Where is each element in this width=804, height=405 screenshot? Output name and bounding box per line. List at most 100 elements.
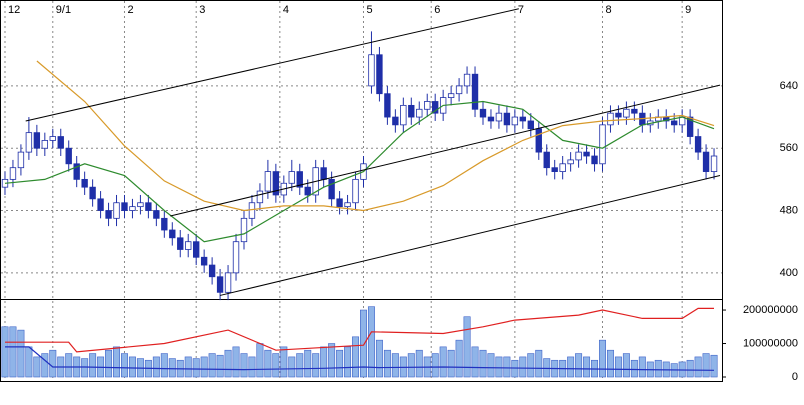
candle-body bbox=[49, 136, 56, 141]
volume-bar bbox=[702, 353, 710, 378]
volume-bar bbox=[495, 356, 503, 378]
volume-bar bbox=[248, 356, 256, 378]
volume-bar bbox=[344, 346, 352, 378]
volume-bar bbox=[272, 353, 280, 378]
plot-frame bbox=[0, 0, 723, 382]
candle-body bbox=[9, 167, 17, 180]
candle-body bbox=[392, 116, 399, 126]
candle-body bbox=[208, 264, 216, 278]
candle-body bbox=[694, 136, 702, 153]
candle-body bbox=[495, 112, 503, 122]
volume-bar bbox=[17, 329, 25, 378]
candle-body bbox=[25, 132, 33, 153]
volume-bar bbox=[208, 353, 216, 378]
volume-bar bbox=[710, 354, 718, 378]
candle-body bbox=[702, 151, 710, 172]
candle-body bbox=[169, 229, 176, 239]
candle-body bbox=[376, 54, 383, 95]
volume-bar bbox=[367, 306, 375, 378]
volume-bar bbox=[168, 358, 176, 378]
volume-bar bbox=[638, 356, 646, 378]
volume-bar bbox=[606, 349, 614, 378]
volume-bar bbox=[256, 343, 264, 378]
volume-bar bbox=[81, 358, 89, 378]
volume-bar bbox=[503, 356, 511, 378]
candle-body bbox=[113, 202, 120, 219]
candle-body bbox=[177, 237, 184, 250]
volume-bar bbox=[415, 349, 423, 378]
candle-body bbox=[192, 241, 200, 258]
volume-bar bbox=[89, 353, 97, 378]
candle-body bbox=[567, 159, 574, 165]
volume-bar bbox=[391, 353, 399, 378]
candle-body bbox=[607, 112, 614, 126]
candle-body bbox=[455, 85, 463, 95]
candle-body bbox=[447, 93, 455, 98]
candle-body bbox=[65, 147, 72, 165]
volume-bar bbox=[152, 356, 160, 378]
candle-body bbox=[710, 155, 718, 172]
volume-bar bbox=[113, 346, 121, 378]
candle-body bbox=[583, 151, 590, 157]
y-tick-label: 480 bbox=[780, 204, 798, 216]
candle-body bbox=[599, 124, 606, 165]
candle-body bbox=[288, 171, 295, 184]
candle-body bbox=[296, 171, 303, 188]
volume-bar bbox=[447, 349, 455, 378]
candle-body bbox=[185, 241, 192, 250]
candle-body bbox=[623, 108, 630, 118]
volume-bar bbox=[360, 309, 367, 378]
candle-body bbox=[432, 101, 439, 114]
candle-body bbox=[471, 73, 479, 110]
volume-bar bbox=[9, 326, 17, 378]
volume-bar bbox=[232, 346, 240, 378]
candle-body bbox=[575, 151, 582, 161]
candle-body bbox=[686, 116, 694, 137]
volume-bar bbox=[224, 349, 232, 378]
volume-bar bbox=[352, 336, 360, 378]
x-tick-label: 2 bbox=[127, 4, 133, 16]
x-tick-label: 9/1 bbox=[56, 4, 71, 16]
candle-body bbox=[73, 163, 80, 180]
candle-body bbox=[416, 108, 423, 118]
volume-bar bbox=[527, 353, 535, 378]
candle-body bbox=[97, 198, 104, 211]
volume-bar bbox=[479, 349, 487, 378]
volume-bar bbox=[128, 356, 136, 378]
volume-bar bbox=[622, 353, 630, 378]
volume-bar bbox=[120, 353, 128, 378]
candle-body bbox=[41, 140, 49, 149]
x-tick-label: 12 bbox=[8, 4, 20, 16]
volume-bar bbox=[49, 349, 57, 378]
volume-bar bbox=[192, 358, 200, 378]
candle-body bbox=[320, 167, 327, 180]
candle-body bbox=[487, 116, 495, 122]
candle-body bbox=[424, 101, 431, 110]
x-tick-label: 9 bbox=[685, 4, 691, 16]
candle-body bbox=[519, 116, 527, 122]
candle-body bbox=[328, 178, 335, 200]
volume-bar bbox=[1, 326, 9, 378]
candle-body bbox=[256, 190, 264, 204]
volume-bar bbox=[336, 349, 344, 378]
candle-body bbox=[81, 178, 88, 188]
volume-bar bbox=[312, 353, 320, 378]
candle-body bbox=[121, 202, 128, 211]
candle-body bbox=[615, 112, 622, 118]
volume-bar bbox=[25, 346, 33, 378]
volume-bar bbox=[65, 353, 73, 378]
y-tick-label: 200000000 bbox=[743, 304, 798, 316]
candle-body bbox=[503, 112, 511, 126]
x-tick-label: 3 bbox=[199, 4, 205, 16]
candle-body bbox=[57, 136, 64, 149]
candle-body bbox=[463, 73, 471, 87]
candle-body bbox=[105, 210, 112, 219]
candle-body bbox=[145, 202, 152, 211]
trend-line bbox=[219, 174, 721, 296]
volume-bar bbox=[375, 339, 383, 378]
candle-body bbox=[240, 217, 248, 243]
volume-average bbox=[5, 307, 714, 353]
candle-body bbox=[304, 186, 311, 196]
x-tick-label: 5 bbox=[366, 4, 372, 16]
